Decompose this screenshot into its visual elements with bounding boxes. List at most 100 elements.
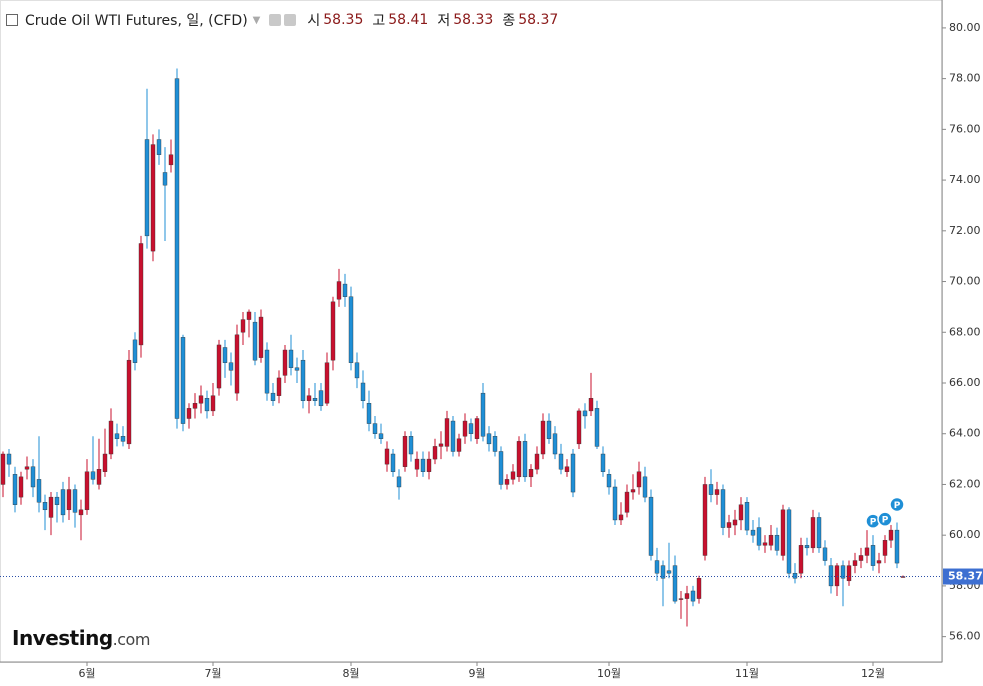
- candle-body: [12, 474, 18, 505]
- candle-body: [888, 529, 894, 541]
- candle-body: [48, 496, 54, 518]
- candle-body: [630, 489, 636, 493]
- y-tick-label: 62.00: [949, 477, 981, 490]
- candle-body: [438, 443, 444, 447]
- candle-body: [402, 436, 408, 467]
- candle-body: [96, 469, 102, 485]
- candle-body: [360, 382, 366, 401]
- candle-body: [180, 337, 186, 424]
- y-tick-label: 72.00: [949, 224, 981, 237]
- candle-body: [864, 547, 870, 556]
- candle-body: [66, 489, 72, 511]
- candle-body: [444, 418, 450, 447]
- candle-body: [684, 593, 690, 599]
- candle-body: [690, 590, 696, 602]
- candle-body: [786, 509, 792, 574]
- candle-body: [138, 243, 144, 346]
- x-tick-label: 12월: [861, 667, 885, 680]
- candle-body: [390, 453, 396, 472]
- candle-body: [186, 408, 192, 419]
- candle-body: [198, 395, 204, 404]
- candle-body: [612, 486, 618, 521]
- candle-body: [648, 496, 654, 556]
- candle-body: [558, 453, 564, 470]
- candle-body: [324, 362, 330, 404]
- candle-body: [234, 334, 240, 394]
- candle-body: [312, 398, 318, 401]
- candle-body: [30, 466, 36, 488]
- candle-body: [756, 527, 762, 546]
- candle-body: [582, 410, 588, 417]
- logo-suffix: .com: [112, 630, 151, 649]
- candle-body: [216, 344, 222, 389]
- settings-icon[interactable]: [284, 14, 297, 26]
- candle-body: [258, 316, 264, 358]
- candle-body: [204, 398, 210, 412]
- candle-body: [456, 438, 462, 452]
- event-marker: [889, 496, 905, 513]
- candle-body: [858, 555, 864, 561]
- candle-body: [846, 565, 852, 582]
- candle-body: [174, 78, 180, 419]
- eye-icon[interactable]: [269, 14, 282, 26]
- candle-body: [282, 349, 288, 376]
- candle-body: [840, 565, 846, 579]
- candle-body: [894, 529, 900, 564]
- candle-body: [450, 420, 456, 452]
- open-value: 58.35: [323, 12, 364, 28]
- candle-body: [108, 420, 114, 455]
- y-tick-label: 66.00: [949, 376, 981, 389]
- low-value: 58.33: [453, 12, 494, 28]
- candle-body: [828, 565, 834, 587]
- candle-body: [678, 598, 684, 600]
- candle-body: [240, 319, 246, 333]
- candle-body: [264, 349, 270, 394]
- candle-body: [804, 545, 810, 549]
- candle-body: [516, 441, 522, 478]
- candle-body: [702, 484, 708, 556]
- x-tick-label: 7월: [204, 667, 221, 680]
- collapse-icon[interactable]: [6, 14, 18, 26]
- x-tick-label: 9월: [468, 667, 485, 680]
- candle-body: [294, 367, 300, 371]
- y-tick-label: 70.00: [949, 275, 981, 288]
- candle-body: [42, 502, 48, 511]
- event-marker-label: P: [870, 518, 877, 528]
- candle-body: [474, 418, 480, 439]
- logo: Investing.com: [12, 626, 150, 650]
- last-price-label: 58.37: [948, 570, 983, 583]
- candle-body: [318, 390, 324, 407]
- candle-body: [90, 471, 96, 480]
- x-tick-label: 8월: [342, 667, 359, 680]
- candle-body: [462, 420, 468, 437]
- candle-body: [132, 339, 138, 363]
- candle-body: [534, 453, 540, 470]
- event-marker-label: P: [882, 516, 889, 526]
- candle-body: [468, 423, 474, 434]
- y-tick-label: 80.00: [949, 21, 981, 34]
- candle-body: [618, 514, 624, 521]
- candle-body: [564, 466, 570, 472]
- header: Crude Oil WTI Futures, 일, (CFD) ▼ 시 58.35…: [6, 10, 564, 30]
- candle-body: [420, 458, 426, 472]
- y-tick-label: 56.00: [949, 630, 981, 643]
- candle-body: [768, 534, 774, 546]
- candle-body: [378, 433, 384, 439]
- candle-body: [210, 395, 216, 412]
- candle-body: [228, 362, 234, 371]
- candle-body: [870, 545, 876, 566]
- x-tick-label: 11월: [735, 667, 759, 680]
- candle-body: [732, 519, 738, 526]
- candle-body: [882, 540, 888, 556]
- logo-brand: Investing: [12, 626, 113, 650]
- candle-body: [342, 283, 348, 297]
- candle-body: [276, 377, 282, 396]
- candle-body: [372, 423, 378, 434]
- candle-body: [150, 144, 156, 252]
- candle-body: [414, 458, 420, 470]
- high-value: 58.41: [388, 12, 429, 28]
- dropdown-arrow[interactable]: ▼: [252, 14, 261, 26]
- candle-body: [834, 565, 840, 587]
- candle-body: [726, 522, 732, 528]
